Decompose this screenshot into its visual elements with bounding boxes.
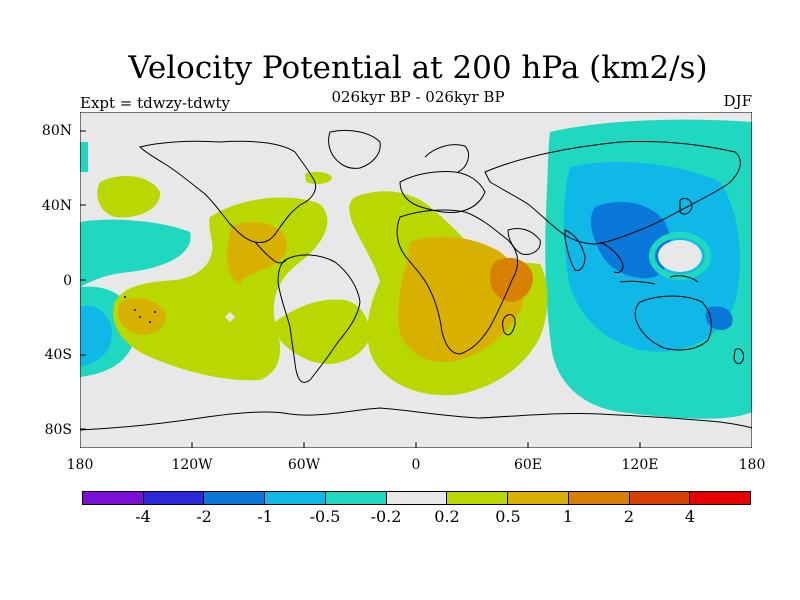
lon-label-180w: 180 — [66, 457, 94, 473]
colorbar-segment — [204, 492, 266, 504]
colorbar-segment — [629, 492, 691, 504]
colorbar-label: -2 — [196, 507, 212, 526]
lon-label-180e: 180 — [738, 457, 766, 473]
chart-subtitle: 026kyr BP - 026kyr BP — [331, 88, 505, 106]
lon-label-120e: 120E — [621, 457, 659, 473]
colorbar-segment — [568, 492, 630, 504]
velocity-potential-map — [80, 112, 752, 448]
colorbar-label: -0.5 — [309, 507, 341, 526]
colorbar-label: -4 — [135, 507, 151, 526]
colorbar-segment — [83, 492, 144, 504]
chart-title: Velocity Potential at 200 hPa (km2/s) — [128, 50, 708, 86]
axis-ticks — [80, 130, 752, 448]
colorbar-segment — [690, 492, 751, 504]
lon-label-60e: 60E — [513, 457, 543, 473]
coastlines — [80, 129, 752, 431]
colorbar-segment — [386, 492, 448, 504]
colorbar-label: 2 — [623, 507, 635, 526]
colorbar-segment — [508, 492, 569, 504]
colorbar-label: -0.2 — [370, 507, 402, 526]
lat-label-80n: 80N — [41, 123, 72, 139]
lon-label-0: 0 — [411, 457, 421, 473]
colorbar-label: -1 — [257, 507, 273, 526]
season-label: DJF — [723, 92, 752, 110]
colorbar-segment — [447, 492, 509, 504]
lat-label-80s: 80S — [44, 422, 72, 438]
lat-label-40n: 40N — [41, 198, 72, 214]
colorbar-segment — [143, 492, 205, 504]
contour-fields — [80, 119, 752, 419]
colorbar-label: 0.2 — [434, 507, 460, 526]
lon-label-120w: 120W — [171, 457, 213, 473]
colorbar-segment — [325, 492, 387, 504]
lon-label-60w: 60W — [287, 457, 321, 473]
colorbar-segment — [265, 492, 326, 504]
colorbar-label: 4 — [684, 507, 696, 526]
experiment-label: Expt = tdwzy-tdwty — [80, 94, 231, 112]
colorbar-label: 1 — [562, 507, 574, 526]
lat-label-40s: 40S — [44, 347, 72, 363]
lat-label-0: 0 — [63, 273, 72, 289]
colorbar-label: 0.5 — [495, 507, 521, 526]
island-dots — [124, 296, 156, 323]
colorbar — [82, 491, 751, 505]
